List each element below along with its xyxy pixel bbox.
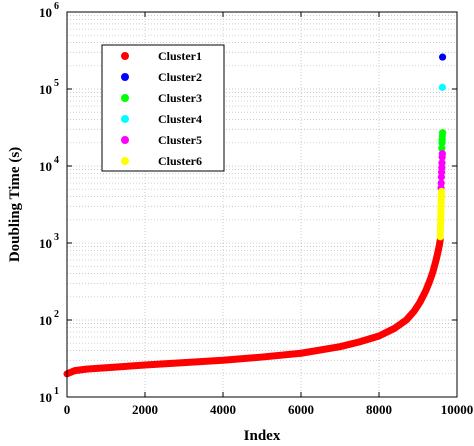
tick-marks <box>66 11 458 398</box>
y-tick-exponent: 1 <box>54 386 59 397</box>
legend-label: Cluster6 <box>158 154 202 168</box>
x-axis-title: Index <box>244 428 281 444</box>
legend-label: Cluster1 <box>158 49 202 63</box>
series-cluster6 <box>436 187 446 241</box>
legend-item-cluster4: Cluster4 <box>121 112 202 126</box>
legend-marker <box>121 52 129 60</box>
legend-label: Cluster4 <box>158 112 202 126</box>
cluster5-point <box>438 149 446 158</box>
y-tick-label: 10 5 <box>39 78 59 97</box>
legend-marker <box>121 136 129 144</box>
legend-label: Cluster5 <box>158 133 202 147</box>
y-tick-base: 10 <box>39 236 52 251</box>
data-points <box>63 53 447 378</box>
y-tick-label: 10 4 <box>39 155 59 174</box>
y-tick-base: 10 <box>39 159 52 174</box>
series-cluster5 <box>437 149 446 192</box>
series-cluster2 <box>438 53 447 61</box>
legend-marker <box>121 115 129 123</box>
cluster3-point <box>438 129 447 137</box>
y-tick-label: 10 2 <box>39 309 59 328</box>
legend-item-cluster2: Cluster2 <box>121 70 202 84</box>
y-tick-label: 10 3 <box>39 232 59 251</box>
x-tick-labels: 0 2000 4000 6000 8000 10000 <box>64 402 474 417</box>
legend-marker <box>121 73 129 81</box>
cluster2-point <box>438 53 447 61</box>
legend-label: Cluster2 <box>158 70 202 84</box>
y-tick-exponent: 5 <box>54 78 59 89</box>
cluster5-point <box>437 179 445 187</box>
y-tick-exponent: 6 <box>54 1 59 12</box>
y-tick-exponent: 3 <box>54 232 59 243</box>
y-axis-title: Doubling Time (s) <box>7 147 23 262</box>
x-tick-label: 10000 <box>441 402 474 417</box>
legend-item-cluster5: Cluster5 <box>121 133 202 147</box>
x-tick-label: 4000 <box>210 402 236 417</box>
legend-item-cluster3: Cluster3 <box>121 91 202 105</box>
cluster4-point <box>438 83 446 91</box>
x-tick-label: 6000 <box>288 402 314 417</box>
cluster3-point <box>438 144 446 152</box>
x-tick-label: 2000 <box>132 402 158 417</box>
cluster5-point <box>438 159 446 167</box>
y-tick-base: 10 <box>39 82 52 97</box>
y-tick-exponent: 2 <box>54 309 59 320</box>
y-tick-exponent: 4 <box>54 155 59 166</box>
cluster1-points <box>63 236 444 378</box>
y-tick-base: 10 <box>39 390 52 405</box>
y-tick-base: 10 <box>39 5 52 20</box>
legend-marker <box>121 157 129 165</box>
legend-marker <box>121 94 129 102</box>
y-tick-label: 10 6 <box>39 1 59 20</box>
x-tick-label: 8000 <box>366 402 392 417</box>
legend-item-cluster1: Cluster1 <box>121 49 202 63</box>
legend: Cluster1 Cluster2 Cluster3 Cluster4 Cluster5… <box>101 44 225 172</box>
series-cluster3 <box>438 129 447 152</box>
legend-box <box>101 44 225 172</box>
cluster6-points <box>436 187 446 241</box>
legend-item-cluster6: Cluster6 <box>121 154 202 168</box>
series-cluster1 <box>63 236 444 378</box>
plot-frame <box>66 11 458 398</box>
legend-label: Cluster3 <box>158 91 202 105</box>
y-tick-label: 10 1 <box>39 386 59 405</box>
series-cluster4 <box>438 83 446 91</box>
x-tick-label: 0 <box>64 402 71 417</box>
y-tick-base: 10 <box>39 313 52 328</box>
